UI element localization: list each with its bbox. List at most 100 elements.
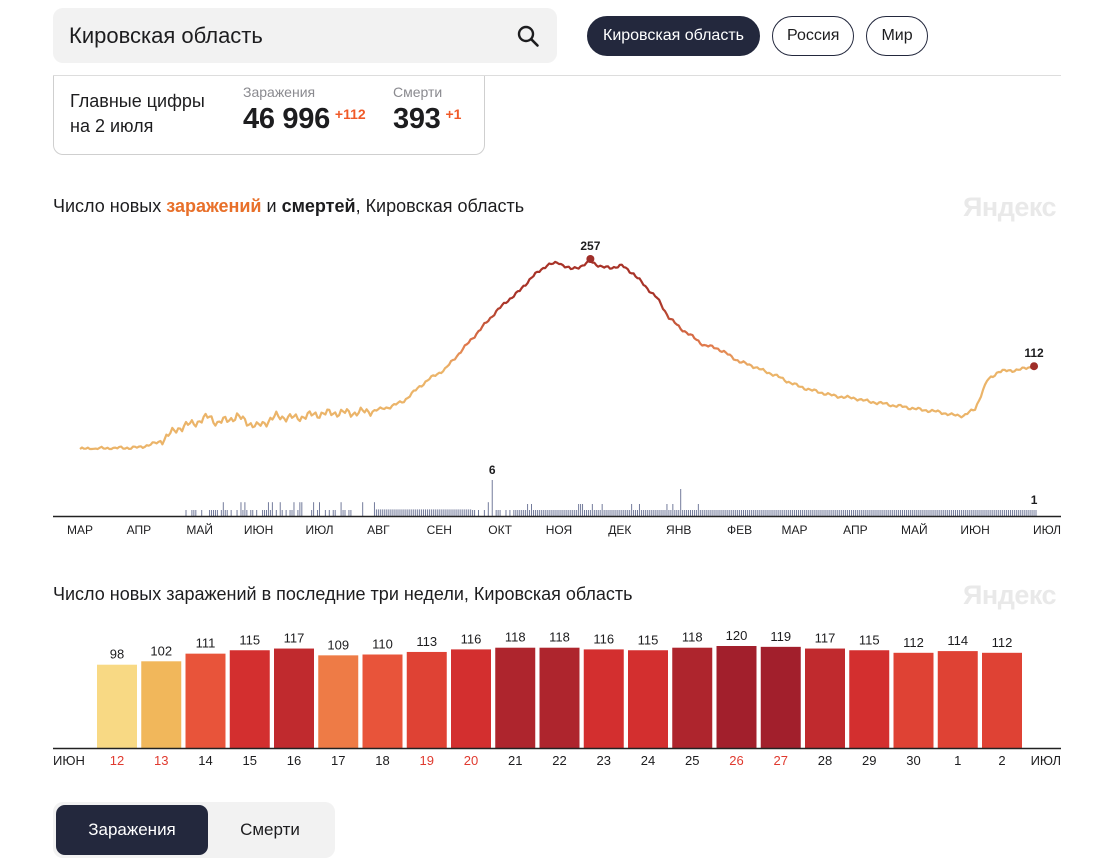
- bar-value-label: 117: [284, 631, 305, 646]
- daily-bar: [97, 664, 137, 748]
- month-tick-label: ОКТ: [488, 523, 512, 537]
- daily-bar: [628, 650, 668, 748]
- deaths-last-label: 1: [1031, 493, 1038, 507]
- infections-stat: Заражения 46 996 +112: [243, 84, 366, 136]
- tab-infections[interactable]: Заражения: [56, 805, 208, 855]
- last-marker: [1030, 362, 1039, 371]
- bar-value-label: 111: [196, 636, 216, 651]
- region-pill-world[interactable]: Мир: [866, 16, 928, 56]
- day-tick-label: 15: [243, 753, 257, 768]
- bar-value-label: 115: [859, 632, 880, 647]
- daily-bar: [141, 661, 182, 748]
- deaths-bars: [185, 480, 1037, 516]
- timeline-chart: 257 112 6 1 МАР АПР МАЙ ИЮН ИЮЛ АВГ СЕН ОКТ НОЯ ДЕК ЯН…: [53, 239, 1061, 537]
- chart-title-prefix: Число новых: [53, 196, 167, 216]
- infections-delta: +112: [334, 106, 366, 122]
- bar-value-label: 118: [505, 630, 526, 645]
- bar-value-label: 114: [947, 633, 968, 648]
- deaths-value: 393: [393, 103, 441, 135]
- day-tick-label: 26: [729, 753, 743, 768]
- day-tick-label: 25: [685, 753, 699, 768]
- summary-card: Главные цифры на 2 июля Заражения 46 996…: [53, 76, 485, 155]
- daily-bar: [583, 649, 624, 748]
- infections-label: Заражения: [243, 84, 316, 100]
- daily-bar: [229, 650, 270, 748]
- metric-tabs: Заражения Смерти: [53, 802, 335, 858]
- month-tick-label: АПР: [127, 523, 152, 537]
- end-month-label: ИЮЛ: [1031, 753, 1061, 768]
- daily-bar: [362, 654, 403, 748]
- month-tick-label: ИЮЛ: [305, 523, 333, 537]
- day-tick-label: 2: [998, 753, 1005, 768]
- daily-bar: [495, 647, 536, 748]
- yandex-watermark-2: Яндекс: [963, 580, 1057, 610]
- chart-title-bars: Число новых заражений в последние три не…: [53, 584, 633, 604]
- month-tick-label: МАР: [782, 523, 808, 537]
- bar-value-label: 117: [815, 631, 836, 646]
- deaths-stat: Смерти 393 +1: [393, 84, 461, 136]
- day-tick-label: 30: [906, 753, 920, 768]
- day-tick-label: 20: [464, 753, 478, 768]
- day-tick-label: 13: [154, 753, 168, 768]
- day-tick-label: 23: [597, 753, 611, 768]
- month-tick-label: ИЮЛ: [1033, 523, 1061, 537]
- daily-bar: [185, 653, 226, 748]
- bar-value-label: 98: [110, 647, 124, 662]
- daily-bar: [805, 648, 845, 748]
- tab-deaths[interactable]: Смерти: [208, 805, 332, 855]
- deaths-delta: +1: [445, 106, 462, 122]
- day-tick-label: 16: [287, 753, 301, 768]
- daily-bar: [849, 650, 890, 748]
- daily-bar: [982, 652, 1022, 748]
- month-tick-label: ЯНВ: [666, 523, 691, 537]
- bar-value-label: 116: [593, 631, 614, 646]
- daily-bar: [760, 646, 801, 748]
- day-tick-label: 12: [110, 753, 124, 768]
- day-tick-label: 17: [331, 753, 345, 768]
- month-tick-label: ФЕВ: [727, 523, 752, 537]
- month-tick-label: ИЮН: [960, 523, 989, 537]
- month-tick-label: МАЙ: [901, 522, 928, 537]
- divider: [53, 75, 1061, 76]
- search-input[interactable]: [53, 8, 516, 63]
- day-tick-label: 21: [508, 753, 522, 768]
- day-tick-label: 24: [641, 753, 655, 768]
- bar-value-label: 118: [549, 630, 570, 645]
- bar-value-label: 110: [372, 637, 393, 652]
- deaths-peak-label: 6: [489, 463, 496, 477]
- month-tick-label: ИЮН: [244, 523, 273, 537]
- daily-bar: [716, 646, 757, 748]
- chart-title-deaths: смертей: [281, 196, 356, 216]
- daily-bar: [318, 655, 359, 748]
- bar-value-label: 118: [682, 630, 703, 645]
- chart-title-timeline: Число новых заражений и смертей, Кировск…: [53, 196, 524, 217]
- summary-title-line1: Главные цифры: [70, 91, 205, 111]
- bar-value-label: 120: [726, 628, 748, 643]
- month-tick-label: МАР: [67, 523, 93, 537]
- daily-bar: [451, 649, 491, 748]
- search-box: [53, 8, 557, 63]
- bar-value-label: 112: [992, 635, 1013, 650]
- deaths-label: Смерти: [393, 84, 443, 100]
- month-tick-label: СЕН: [427, 523, 452, 537]
- daily-bar: [406, 651, 447, 748]
- month-tick-label: АВГ: [367, 523, 390, 537]
- bar-value-label: 116: [461, 631, 482, 646]
- day-tick-label: 14: [198, 753, 212, 768]
- daily-bars-chart: 9812102131111411515117161091711018113191…: [53, 628, 1061, 768]
- search-icon[interactable]: [516, 24, 540, 48]
- daily-bar: [893, 652, 934, 748]
- bar-value-label: 113: [416, 634, 437, 649]
- infections-line: [79, 259, 1035, 451]
- bar-value-label: 119: [770, 629, 791, 644]
- day-tick-label: 28: [818, 753, 832, 768]
- bar-value-label: 112: [903, 635, 924, 650]
- month-tick-label: МАЙ: [186, 522, 213, 537]
- start-month-label: ИЮН: [53, 753, 85, 768]
- region-pill-kirov[interactable]: Кировская область: [587, 16, 760, 56]
- bar-value-label: 102: [150, 643, 172, 658]
- region-pill-russia[interactable]: Россия: [771, 16, 855, 56]
- bar-value-label: 115: [239, 632, 260, 647]
- chart-title-infections: заражений: [166, 196, 262, 216]
- day-tick-label: 22: [552, 753, 566, 768]
